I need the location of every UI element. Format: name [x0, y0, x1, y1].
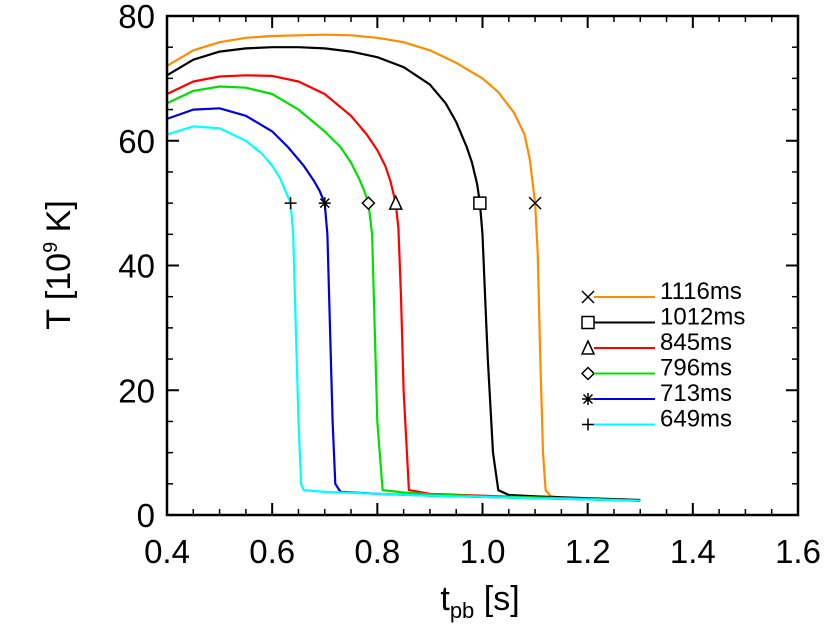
- x-tick-label: 1.4: [670, 533, 716, 570]
- legend-label-713ms: 713ms: [660, 380, 732, 407]
- legend-label-1116ms: 1116ms: [660, 278, 742, 305]
- legend-marker-845ms: [580, 339, 596, 355]
- legend-item-1012ms: 1012ms: [581, 304, 745, 331]
- series-marker-796ms: [361, 196, 376, 211]
- series-line-649ms: [166, 125, 641, 502]
- series-marker-1012ms: [473, 196, 487, 210]
- y-axis-title-main: T [10: [40, 253, 78, 330]
- legend-item-845ms: 845ms: [580, 329, 732, 356]
- series-line-1116ms: [166, 33, 641, 502]
- tick-layer: 0.4 0.6 0.8 1.0 1.2 1.4 1.6 0 20 40 60 80: [118, 0, 821, 570]
- series-line-713ms: [166, 107, 641, 502]
- legend-label-845ms: 845ms: [660, 329, 732, 356]
- y-tick-label: 80: [118, 0, 155, 35]
- series-line-1012ms: [166, 46, 641, 502]
- legend-marker-1012ms: [581, 315, 595, 330]
- x-axis-title: tpb [s]: [440, 580, 519, 623]
- y-axis-title-unit: K]: [40, 200, 78, 242]
- legend-marker-649ms: [582, 418, 594, 431]
- x-tick-label: 0.8: [354, 533, 400, 570]
- legend-marker-1116ms: [581, 290, 595, 304]
- series-marker-713ms: [318, 197, 331, 210]
- y-tick-label: 40: [118, 248, 155, 285]
- marker-layer: [284, 194, 542, 211]
- legend-label-1012ms: 1012ms: [660, 304, 745, 331]
- y-axis-title: T [109 K]: [40, 200, 78, 330]
- legend-item-713ms: 713ms: [582, 380, 732, 407]
- x-tick-label: 0.6: [249, 533, 295, 570]
- legend-item-796ms: 796ms: [580, 355, 732, 382]
- x-tick-label: 1.6: [775, 533, 821, 570]
- x-axis-title-unit: [s]: [474, 580, 519, 618]
- series-marker-649ms: [284, 197, 297, 210]
- legend-marker-796ms: [580, 366, 596, 381]
- series-line-845ms: [166, 74, 641, 502]
- legend-marker-713ms: [582, 393, 594, 405]
- series-line-796ms: [166, 85, 641, 502]
- x-tick-label: 1.0: [460, 533, 506, 570]
- legend-label-649ms: 649ms: [660, 406, 732, 433]
- legend-label-796ms: 796ms: [660, 355, 732, 382]
- series-marker-845ms: [388, 194, 403, 210]
- x-tick-label: 0.4: [144, 533, 190, 570]
- y-tick-label: 60: [118, 123, 155, 160]
- y-tick-label: 0: [137, 497, 155, 534]
- legend-item-1116ms: 1116ms: [581, 278, 742, 305]
- y-tick-label: 20: [118, 372, 155, 409]
- series-marker-1116ms: [528, 196, 542, 210]
- x-axis-title-sub: pb: [450, 598, 474, 623]
- x-tick-label: 1.2: [565, 533, 611, 570]
- series-layer: [166, 33, 641, 502]
- y-axis-title-sup: 9: [40, 242, 62, 253]
- legend-item-649ms: 649ms: [582, 406, 732, 433]
- x-axis-title-main: t: [440, 580, 450, 618]
